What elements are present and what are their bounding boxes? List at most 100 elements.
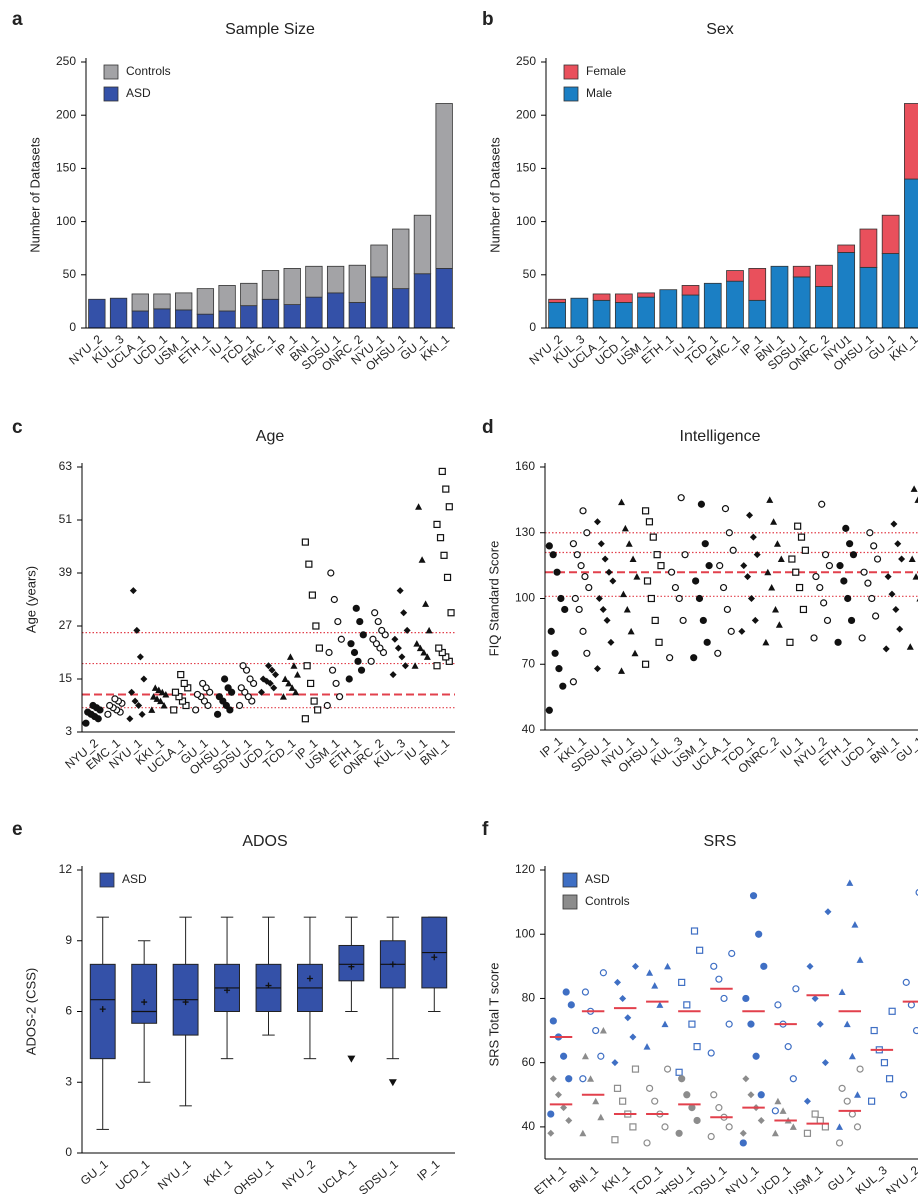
point bbox=[645, 518, 654, 526]
point bbox=[422, 600, 430, 607]
point bbox=[553, 568, 561, 576]
y-axis-title: FIQ Standard Score bbox=[486, 541, 501, 657]
point bbox=[579, 1129, 587, 1137]
point bbox=[710, 1091, 718, 1099]
point bbox=[675, 594, 683, 603]
point bbox=[720, 994, 728, 1003]
chart-title: SRS bbox=[704, 833, 737, 850]
point bbox=[561, 605, 569, 614]
mean-marker bbox=[306, 975, 313, 982]
point bbox=[656, 1001, 664, 1008]
point bbox=[643, 577, 652, 585]
bar-segment bbox=[109, 297, 128, 329]
point bbox=[162, 690, 170, 698]
bar-segment bbox=[218, 310, 236, 329]
outlier bbox=[388, 1079, 397, 1087]
box bbox=[338, 944, 365, 982]
point bbox=[757, 1116, 765, 1124]
x-tick-label: UCLA_1 bbox=[316, 1157, 360, 1194]
point bbox=[246, 675, 254, 683]
point bbox=[719, 583, 728, 592]
point bbox=[126, 715, 134, 723]
point bbox=[846, 879, 854, 886]
point bbox=[803, 1097, 811, 1105]
point bbox=[312, 622, 320, 630]
point bbox=[693, 1043, 701, 1051]
point bbox=[707, 1132, 715, 1141]
point bbox=[772, 605, 780, 613]
point bbox=[438, 467, 446, 476]
point bbox=[625, 540, 633, 547]
point bbox=[579, 627, 587, 635]
point bbox=[753, 551, 761, 559]
point bbox=[792, 568, 800, 576]
x-tick-label: GU_1 bbox=[825, 1163, 858, 1194]
mean-marker bbox=[348, 963, 355, 970]
bar-segment bbox=[859, 228, 878, 268]
point bbox=[752, 1052, 760, 1060]
point bbox=[806, 962, 814, 970]
y-tick-label: 0 bbox=[529, 320, 536, 334]
point bbox=[592, 1097, 600, 1105]
point bbox=[739, 1139, 747, 1147]
bar-segment bbox=[592, 299, 611, 329]
legend-label: Female bbox=[586, 64, 626, 78]
point bbox=[613, 1084, 622, 1092]
point bbox=[823, 616, 832, 625]
point bbox=[627, 627, 635, 635]
chart-title: Age bbox=[256, 428, 285, 445]
point bbox=[870, 542, 878, 550]
mean-marker bbox=[224, 987, 231, 994]
point bbox=[843, 1020, 851, 1028]
point bbox=[587, 1075, 595, 1082]
point bbox=[371, 609, 379, 617]
point bbox=[545, 706, 553, 714]
point bbox=[888, 590, 896, 598]
point bbox=[332, 679, 340, 688]
point bbox=[158, 688, 166, 696]
point bbox=[838, 1084, 846, 1092]
point bbox=[369, 635, 377, 643]
point bbox=[851, 921, 859, 928]
point bbox=[401, 662, 409, 670]
point bbox=[740, 562, 748, 570]
point bbox=[345, 675, 353, 683]
bar-segment bbox=[815, 286, 833, 329]
point bbox=[692, 577, 700, 585]
bar-segment bbox=[904, 178, 918, 329]
y-tick-label: 160 bbox=[515, 459, 535, 473]
bar-segment bbox=[370, 276, 388, 329]
point bbox=[581, 572, 589, 581]
point bbox=[681, 551, 689, 559]
point bbox=[559, 682, 567, 690]
panel-label: d bbox=[482, 417, 494, 438]
point bbox=[288, 684, 296, 691]
point bbox=[631, 962, 639, 970]
point bbox=[308, 591, 316, 599]
point bbox=[609, 577, 617, 585]
point bbox=[352, 604, 360, 612]
y-tick-label: 250 bbox=[516, 54, 536, 68]
point bbox=[623, 605, 631, 613]
y-tick-label: 100 bbox=[515, 926, 535, 940]
bar-segment bbox=[637, 292, 655, 298]
point bbox=[259, 675, 267, 683]
point bbox=[328, 666, 337, 674]
bar-segment bbox=[792, 265, 811, 278]
y-tick-label: 0 bbox=[65, 1145, 72, 1159]
point bbox=[192, 706, 200, 714]
y-tick-label: 3 bbox=[65, 1074, 72, 1088]
point bbox=[157, 697, 165, 705]
bar-segment bbox=[881, 214, 900, 254]
point bbox=[170, 706, 178, 714]
point bbox=[811, 1110, 819, 1118]
point bbox=[764, 568, 772, 576]
y-axis-title: SRS Total T score bbox=[486, 962, 501, 1066]
point bbox=[818, 500, 826, 508]
point bbox=[545, 542, 553, 550]
point bbox=[651, 982, 659, 989]
bar-segment bbox=[904, 103, 918, 180]
point bbox=[555, 665, 563, 673]
point bbox=[860, 568, 868, 576]
point bbox=[821, 1123, 830, 1131]
